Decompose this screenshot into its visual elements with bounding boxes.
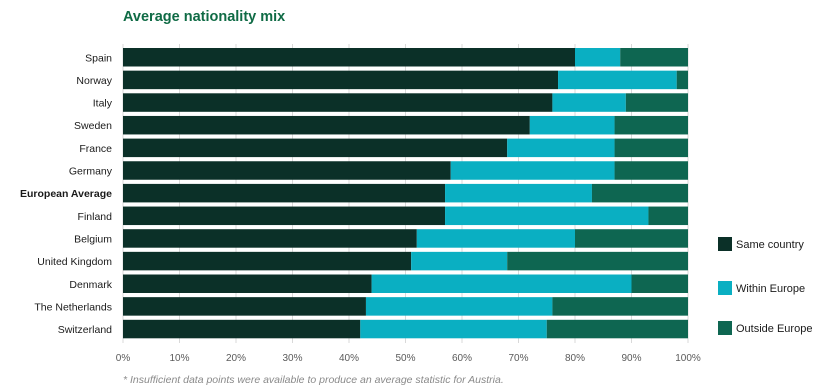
bar-segment <box>123 70 559 90</box>
stacked-bar-chart: Spain Norway Italy Sweden France Germany Europ… <box>20 44 812 364</box>
legend-swatch <box>718 321 732 335</box>
bar-segment <box>552 93 626 112</box>
x-tick-label: 70% <box>508 353 528 364</box>
x-tick-label: 80% <box>565 353 585 364</box>
bar-segment <box>507 251 688 271</box>
bar-segment <box>620 48 688 67</box>
x-tick-label: 50% <box>395 353 415 364</box>
bar-segment <box>411 251 508 271</box>
legend-label: Same country <box>736 239 804 251</box>
x-tick-label: 60% <box>452 353 472 364</box>
bar-segment <box>614 138 688 158</box>
bar-segment <box>625 93 688 112</box>
category-label: The Netherlands <box>34 301 112 313</box>
x-axis-ticks: 0% 10% 20% 30% 40% 50% 60% 70% 80% 90% 100% <box>116 353 701 364</box>
bar-segment <box>123 93 553 112</box>
bar-segment <box>591 183 688 203</box>
bar-segment <box>123 229 417 248</box>
category-labels: Spain Norway Italy Sweden France Germany Europ… <box>20 52 113 336</box>
bar-segment <box>123 206 446 226</box>
bar-segment <box>614 161 688 180</box>
bar-segment <box>575 229 688 248</box>
legend-swatch <box>718 281 732 295</box>
category-label: Belgium <box>74 233 112 245</box>
bar-segment <box>614 115 688 135</box>
category-label: Finland <box>78 211 113 223</box>
category-label: Spain <box>85 52 112 64</box>
x-tick-label: 10% <box>169 353 189 364</box>
x-tick-label: 30% <box>282 353 302 364</box>
category-label: European Average <box>20 188 112 200</box>
category-label: Sweden <box>74 120 112 132</box>
x-tick-label: 40% <box>339 353 359 364</box>
bar-segment <box>360 319 547 339</box>
category-label: Denmark <box>69 279 112 291</box>
legend-label: Within Europe <box>736 283 805 295</box>
bar-segment <box>123 115 530 135</box>
bar-segment <box>445 206 649 226</box>
footnote: * Insufficient data points were availabl… <box>123 374 504 386</box>
legend-label: Outside Europe <box>736 323 812 335</box>
category-label: Switzerland <box>58 324 112 336</box>
bar-segment <box>123 274 372 293</box>
bar-segment <box>371 274 632 293</box>
bar-segment <box>123 183 446 203</box>
bar-segment <box>123 251 412 271</box>
category-label: Italy <box>93 98 113 110</box>
bar-segment <box>445 183 592 203</box>
bar-segment <box>575 48 621 67</box>
bar-segment <box>123 138 508 158</box>
category-label: Norway <box>76 75 112 87</box>
bars <box>123 48 688 339</box>
bar-segment <box>123 319 361 339</box>
bar-segment <box>676 70 688 90</box>
bar-segment <box>552 297 688 316</box>
bar-segment <box>123 48 575 67</box>
category-label: France <box>79 143 112 155</box>
x-tick-label: 100% <box>675 353 701 364</box>
bar-segment <box>450 161 615 180</box>
category-label: United Kingdom <box>37 256 112 268</box>
legend: Same country Within Europe Outside Europe <box>718 237 812 335</box>
legend-swatch <box>718 237 732 251</box>
bar-segment <box>416 229 575 248</box>
bar-segment <box>507 138 615 158</box>
bar-segment <box>546 319 688 339</box>
bar-segment <box>631 274 688 293</box>
bar-segment <box>558 70 677 90</box>
bar-segment <box>365 297 553 316</box>
bar-segment <box>648 206 688 226</box>
bar-segment <box>529 115 615 135</box>
x-tick-label: 20% <box>226 353 246 364</box>
x-tick-label: 90% <box>621 353 641 364</box>
x-tick-label: 0% <box>116 353 131 364</box>
category-label: Germany <box>69 166 113 178</box>
bar-segment <box>123 297 366 316</box>
chart-title: Average nationality mix <box>123 9 286 25</box>
bar-segment <box>123 161 451 180</box>
